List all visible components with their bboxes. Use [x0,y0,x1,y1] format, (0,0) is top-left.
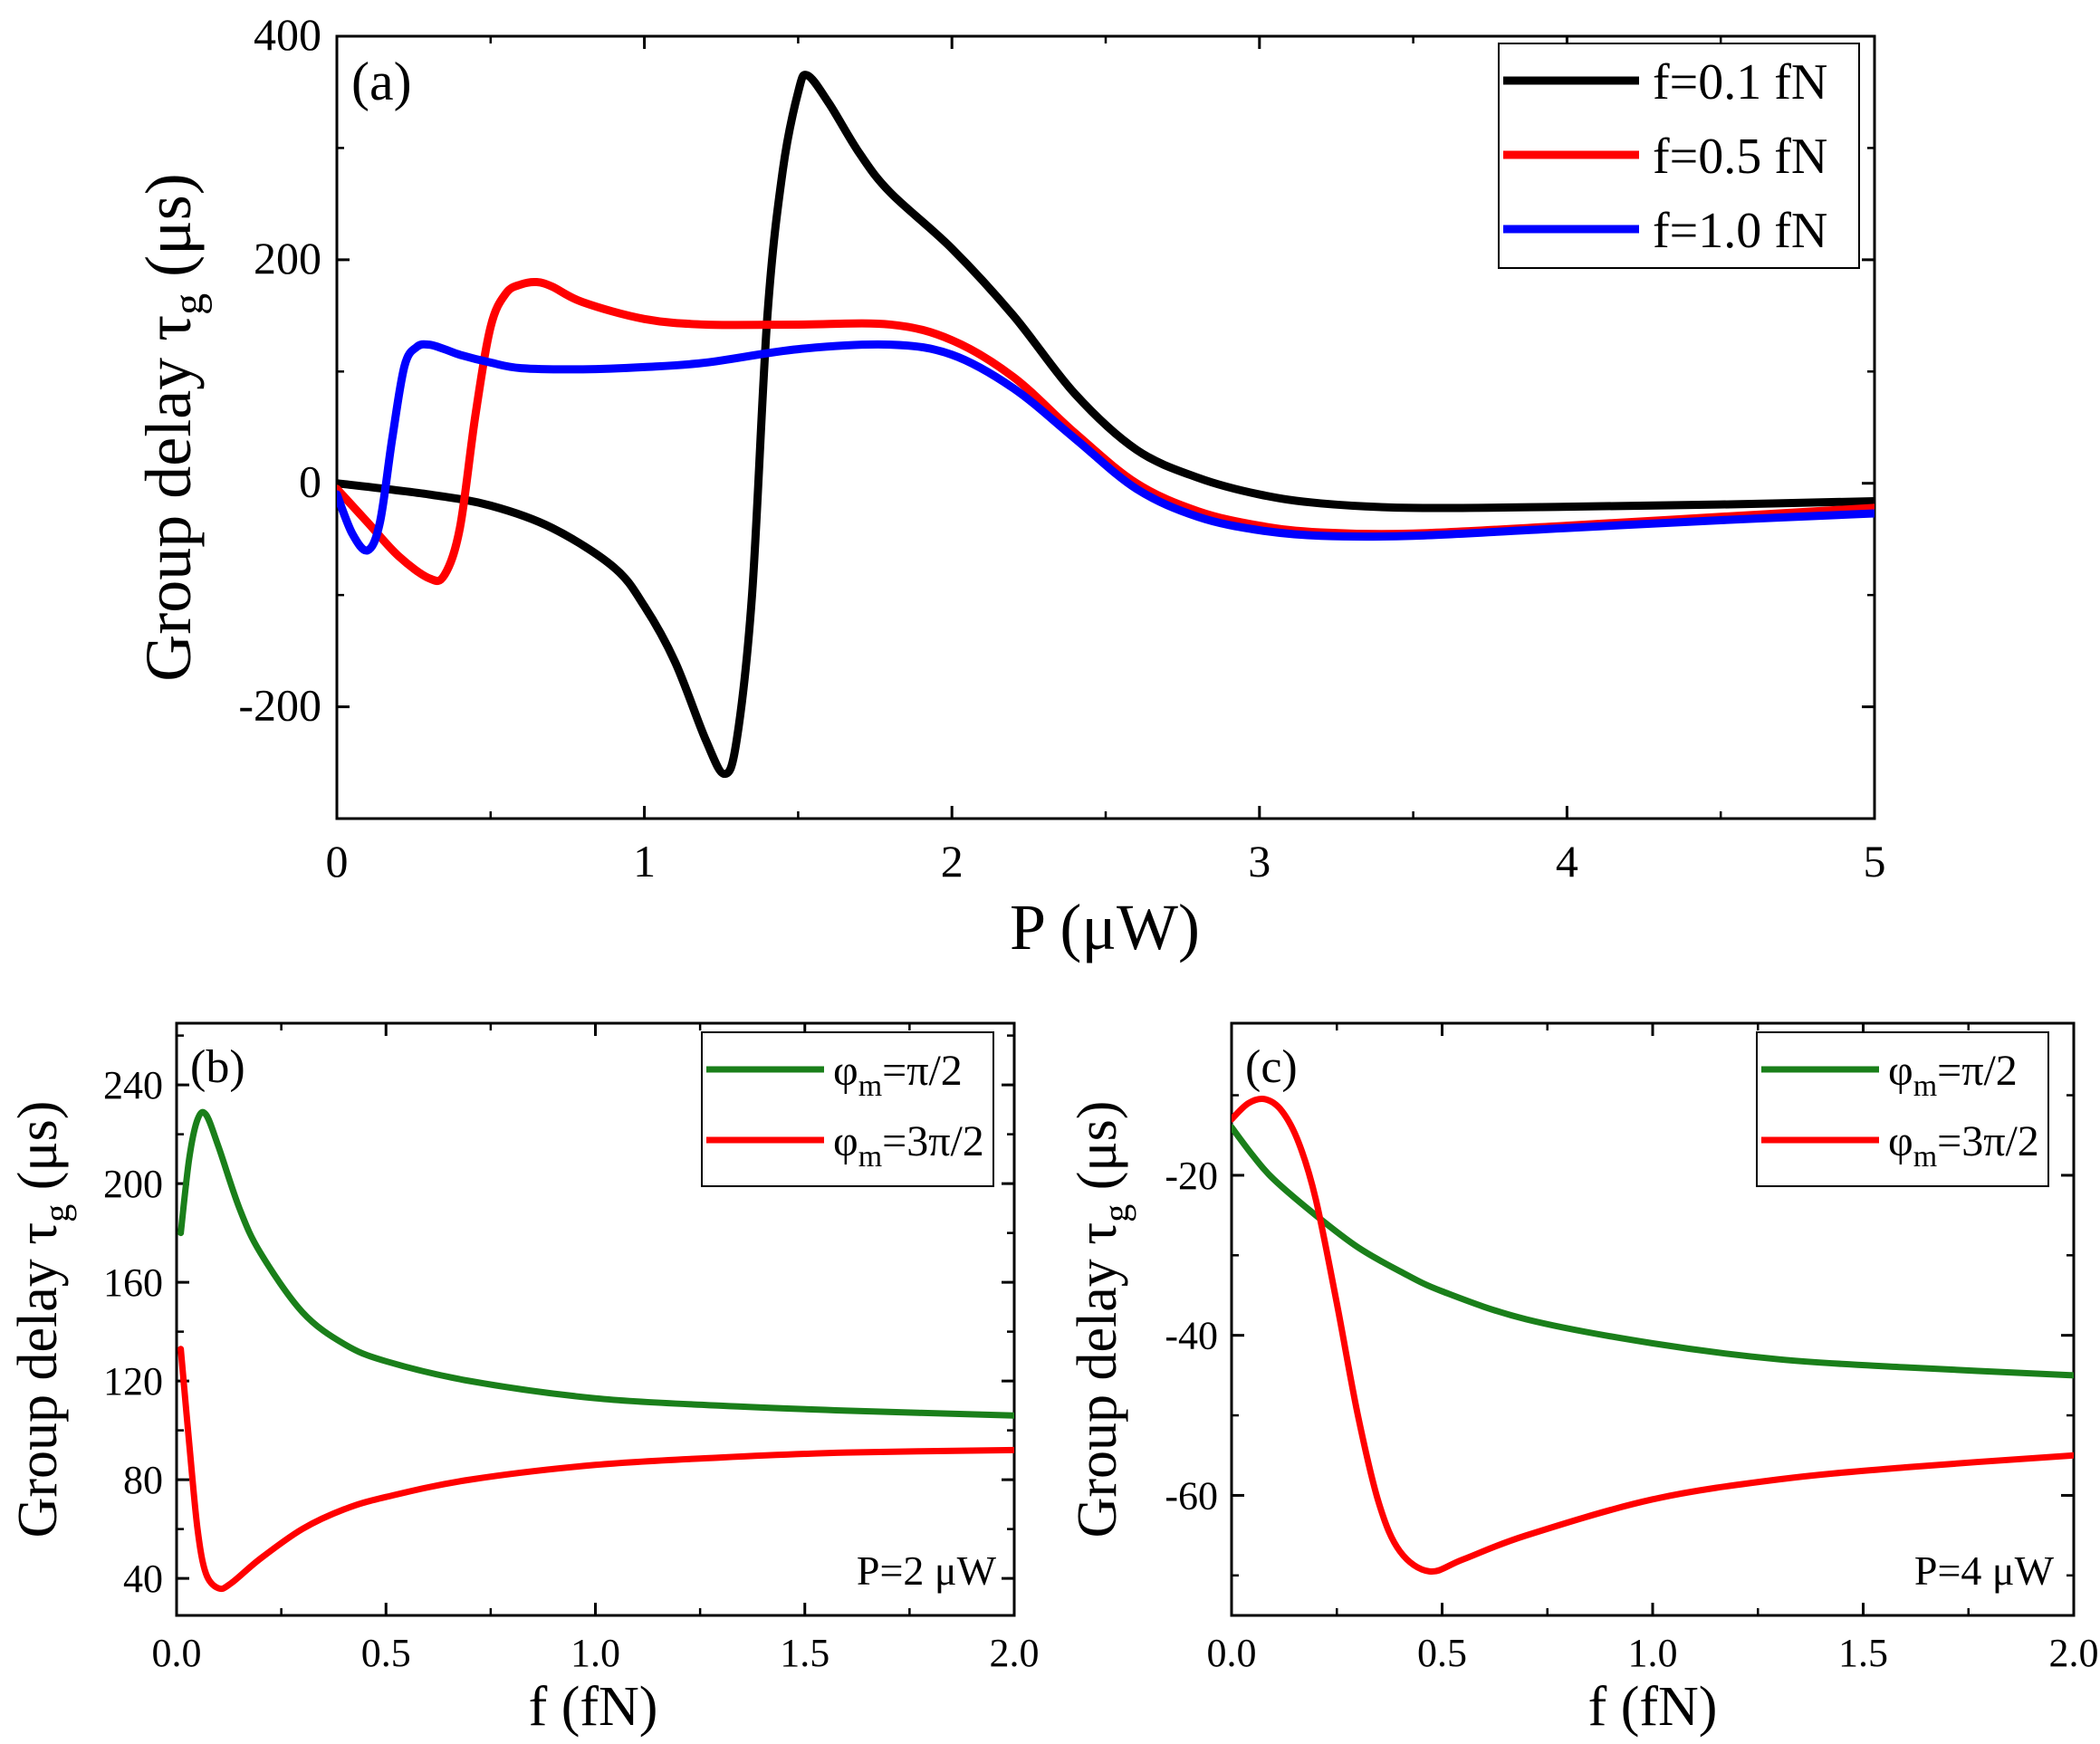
legend-label: f=0.1 fN [1653,54,1827,110]
legend-box [701,1031,994,1187]
legend-label: f=1.0 fN [1653,203,1827,259]
y-tick-label: 200 [103,1162,163,1206]
x-axis-title: f (fN) [1588,1676,1718,1738]
y-tick-label: -60 [1165,1473,1218,1518]
panel-c: 0.0 0.5 1.0 1.5 2.0 -60 -40 -20 φm=π/2 φm=3π/2 (c)… [1067,1021,2099,1738]
x-axis-title: f (fN) [529,1676,658,1738]
y-tick-label: 120 [103,1359,163,1404]
legend-label: φm=π/2 [833,1047,963,1103]
legend-box [1756,1031,2049,1187]
x-tick-label: 1.5 [780,1631,829,1675]
y-tick-label: 0 [299,456,321,507]
x-tick-label: 1.5 [1838,1631,1888,1675]
series-line-2 [337,340,1875,555]
panel-label: (b) [190,1041,245,1093]
x-axis-title: P (μW) [1010,891,1200,963]
series-line-1 [177,1346,1014,1593]
y-axis-title: Group delay τg (μs) [1067,1101,1136,1538]
x-tick-label: 3 [1248,836,1271,886]
y-tick-label: 240 [103,1063,163,1107]
y-tick-label: -200 [238,680,321,731]
panel-a: 0 1 2 3 4 5 -200 0 200 400 f=0.1 fN f=0.5 fN f=1.0 f… [132,9,1886,963]
y-axis-title: Group delay τg (μs) [7,1101,77,1538]
y-tick-label: 80 [123,1458,163,1502]
y-tick-label: 200 [254,233,321,283]
annotation: P=2 μW [857,1548,997,1594]
x-tick-label: 0.5 [1417,1631,1467,1675]
x-tick-label: 0.0 [152,1631,202,1675]
legend-label: φm=3π/2 [1888,1117,2039,1174]
series-line-0 [337,71,1875,779]
series-line-1 [1232,1096,2074,1576]
series-line-0 [177,1108,1014,1419]
x-tick-label: 1.0 [1628,1631,1678,1675]
legend-label: f=0.5 fN [1653,129,1827,185]
panel-label: (a) [351,52,412,111]
y-tick-label: -40 [1165,1314,1218,1358]
x-tick-label: 0.0 [1207,1631,1257,1675]
series-line-0 [1232,1124,2074,1379]
y-tick-label: 40 [123,1557,163,1601]
y-tick-label: 400 [254,9,321,60]
x-tick-label: 5 [1864,836,1886,886]
y-tick-label: 160 [103,1260,163,1305]
y-axis-title: Group delay τg (μs) [132,173,213,681]
x-tick-label: 2 [941,836,964,886]
x-tick-label: 4 [1556,836,1578,886]
x-tick-label: 2.0 [990,1631,1040,1675]
y-tick-label: -20 [1165,1154,1218,1198]
x-tick-label: 0 [326,836,349,886]
x-tick-label: 2.0 [2049,1631,2099,1675]
legend-label: φm=3π/2 [833,1117,984,1174]
panel-b: 0.0 0.5 1.0 1.5 2.0 40 80 120 160 200 240 φm=π/2 φm=… [7,1021,1040,1738]
panel-label: (c) [1245,1041,1298,1093]
x-tick-label: 1 [633,836,656,886]
legend-label: φm=π/2 [1888,1047,2018,1103]
x-tick-label: 0.5 [361,1631,411,1675]
annotation: P=4 μW [1914,1548,2055,1594]
x-tick-label: 1.0 [571,1631,620,1675]
